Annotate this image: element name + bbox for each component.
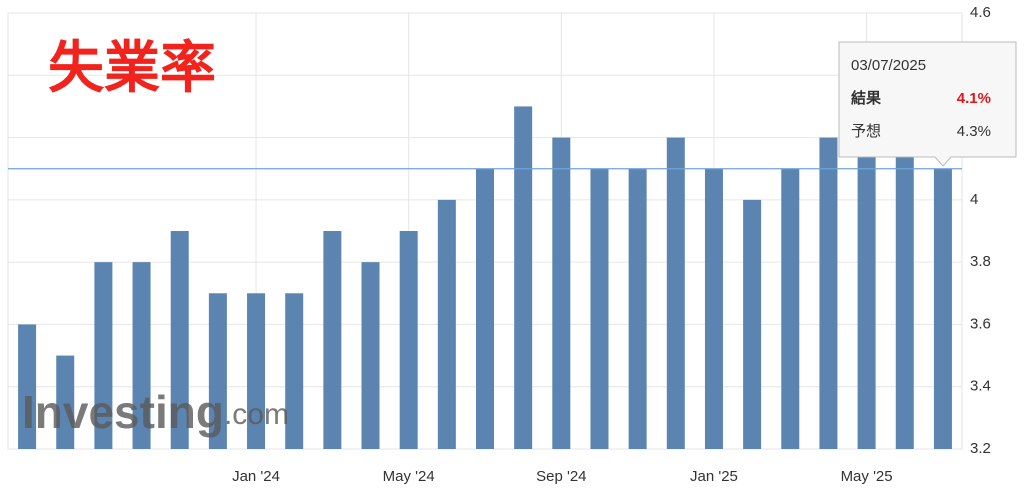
bar <box>132 262 151 449</box>
bar <box>437 199 456 449</box>
x-tick-label: May '25 <box>841 468 893 485</box>
bar <box>857 137 876 450</box>
y-tick-label: 3.4 <box>970 378 991 395</box>
bar <box>247 293 266 449</box>
bar <box>208 293 227 449</box>
tooltip-label: 予想 <box>851 123 881 140</box>
watermark: Investing.com <box>22 386 289 438</box>
bar <box>94 262 113 449</box>
bar <box>552 137 571 450</box>
bar <box>170 231 189 449</box>
bar <box>781 168 800 449</box>
watermark-main: Investing <box>22 386 224 438</box>
y-tick-label: 3.8 <box>970 253 991 270</box>
bar <box>285 293 304 449</box>
y-tick-label: 4 <box>970 191 978 208</box>
tooltip-box <box>838 41 1017 167</box>
x-tick-label: Jan '25 <box>690 468 738 485</box>
x-tick-label: Sep '24 <box>536 468 586 485</box>
chart-title: 失業率 <box>48 36 216 99</box>
tooltip-value: 4.3% <box>957 123 991 140</box>
tooltip-date: 03/07/2025 <box>851 57 926 74</box>
tooltip-label: 結果 <box>851 89 882 107</box>
tooltip-value: 4.1% <box>957 90 991 107</box>
bar <box>590 168 609 449</box>
y-tick-label: 3.2 <box>970 440 991 457</box>
watermark-suffix: .com <box>224 398 289 431</box>
y-tick-label: 3.6 <box>970 315 991 332</box>
bar <box>18 324 37 449</box>
bar <box>933 168 952 449</box>
x-tick-label: May '24 <box>383 468 435 485</box>
bar <box>514 106 533 449</box>
bar <box>361 262 380 449</box>
bar <box>56 355 75 449</box>
bar <box>399 231 418 449</box>
bar <box>819 137 838 450</box>
x-tick-label: Jan '24 <box>232 468 280 485</box>
bar <box>704 168 723 449</box>
bar <box>666 137 685 450</box>
y-tick-label: 4.6 <box>970 4 991 21</box>
bar <box>743 199 762 449</box>
bar <box>628 168 647 449</box>
bar <box>323 231 342 449</box>
tooltip: 03/07/2025 結果 4.1% 予想 4.3% <box>838 41 1017 167</box>
bar <box>895 137 914 450</box>
bar <box>476 168 494 449</box>
